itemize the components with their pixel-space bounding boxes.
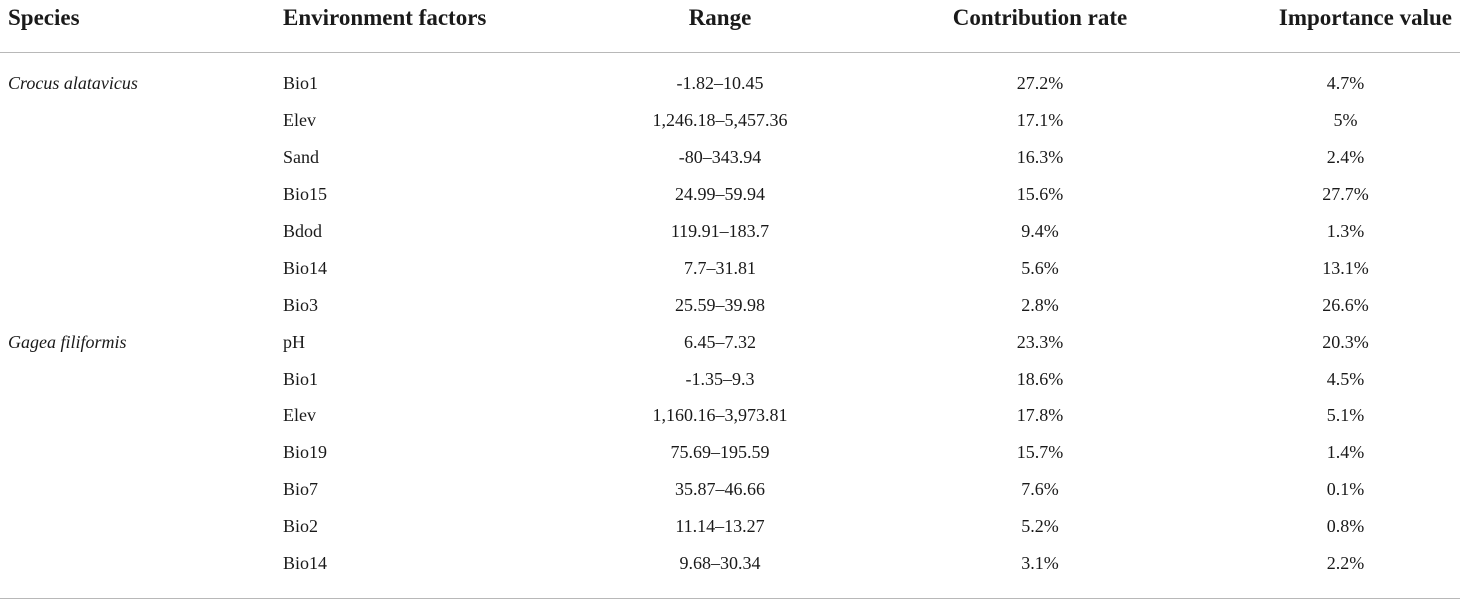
factor-cell: Bio7 <box>283 479 319 500</box>
importance-cell: 26.6% <box>1322 294 1369 315</box>
contribution-cell: 18.6% <box>1016 368 1064 389</box>
table-header: Species Environment factors Range Contri… <box>0 0 1460 53</box>
range-cell: 11.14–13.27 <box>675 516 765 537</box>
contribution-cell: 27.2% <box>1016 73 1064 94</box>
table-row: Gagea filiformis pH 6.45–7.32 23.3% 20.3… <box>0 323 1460 360</box>
factor-cell: Bdod <box>283 221 323 241</box>
species-cell-empty <box>0 434 275 471</box>
contribution-cell: 5.6% <box>1021 257 1059 278</box>
contribution-cell: 17.1% <box>1016 110 1064 131</box>
factor-cell: Sand <box>283 147 319 168</box>
species-cell-empty <box>0 102 275 139</box>
species-cell-empty <box>0 508 275 545</box>
contribution-cell: 9.4% <box>1021 221 1059 241</box>
table-row: Elev 1,160.16–3,973.81 17.8% 5.1% <box>0 397 1460 434</box>
importance-cell: 4.5% <box>1326 368 1365 389</box>
range-cell: -1.82–10.45 <box>676 73 764 94</box>
factor-cell: Bio14 <box>283 553 328 574</box>
table-row: Bio14 9.68–30.34 3.1% 2.2% <box>0 545 1460 582</box>
range-cell: 75.69–195.59 <box>670 442 770 463</box>
range-cell: 7.7–31.81 <box>684 257 756 278</box>
header-species: Species <box>0 0 275 53</box>
importance-cell: 5.1% <box>1326 405 1365 426</box>
table-row: Bio2 11.14–13.27 5.2% 0.8% <box>0 508 1460 545</box>
species-cell-empty <box>0 249 275 286</box>
table-row: Bio19 75.69–195.59 15.7% 1.4% <box>0 434 1460 471</box>
table-row: Bio7 35.87–46.66 7.6% 0.1% <box>0 471 1460 508</box>
table-row: Bio14 7.7–31.81 5.6% 13.1% <box>0 249 1460 286</box>
factor-cell: pH <box>283 331 305 352</box>
table-row: Sand -80–343.94 16.3% 2.4% <box>0 139 1460 176</box>
table-body: Crocus alatavicus Bio1 -1.82–10.45 27.2%… <box>0 53 1460 582</box>
range-cell: 1,160.16–3,973.81 <box>652 405 788 426</box>
species-cell-empty <box>0 213 275 250</box>
importance-cell: 2.2% <box>1326 553 1365 574</box>
factor-cell: Bio19 <box>283 442 328 463</box>
factor-cell: Elev <box>283 405 316 426</box>
importance-cell: 13.1% <box>1322 257 1369 278</box>
contribution-cell: 17.8% <box>1016 405 1064 426</box>
species-cell-empty <box>0 360 275 397</box>
range-cell: 24.99–59.94 <box>675 184 765 205</box>
contribution-cell: 15.7% <box>1016 442 1064 463</box>
importance-cell: 0.1% <box>1326 479 1365 500</box>
range-cell: 119.91–183.7 <box>670 221 770 241</box>
table-row: Elev 1,246.18–5,457.36 17.1% 5% <box>0 102 1460 139</box>
species-cell-empty <box>0 286 275 323</box>
species-cell-empty <box>0 397 275 434</box>
importance-cell: 27.7% <box>1322 184 1369 205</box>
factor-cell: Bio1 <box>283 73 319 94</box>
importance-cell: 5% <box>1333 110 1358 131</box>
species-cell-empty <box>0 545 275 582</box>
importance-cell: 1.3% <box>1326 221 1365 241</box>
header-environment-factors: Environment factors <box>275 0 555 53</box>
contribution-cell: 5.2% <box>1021 516 1059 537</box>
range-cell: 9.68–30.34 <box>679 553 761 574</box>
range-cell: 35.87–46.66 <box>675 479 765 500</box>
factor-cell: Bio2 <box>283 516 319 537</box>
table-row: Bdod 119.91–183.7 9.4% 1.3% <box>0 213 1460 250</box>
table-row: Crocus alatavicus Bio1 -1.82–10.45 27.2%… <box>0 53 1460 102</box>
range-cell: -1.35–9.3 <box>685 368 755 389</box>
range-cell: 25.59–39.98 <box>675 294 765 315</box>
table-row: Bio3 25.59–39.98 2.8% 26.6% <box>0 286 1460 323</box>
contribution-cell: 15.6% <box>1016 184 1064 205</box>
species-name: Crocus alatavicus <box>8 73 138 94</box>
species-name: Gagea filiformis <box>8 331 127 352</box>
range-cell: 1,246.18–5,457.36 <box>652 110 788 131</box>
importance-cell: 1.4% <box>1326 442 1365 463</box>
header-range: Range <box>555 0 885 53</box>
contribution-cell: 23.3% <box>1016 331 1064 352</box>
factor-cell: Bio1 <box>283 368 319 389</box>
environment-factors-table: Species Environment factors Range Contri… <box>0 0 1460 582</box>
header-importance-value: Importance value <box>1195 0 1460 53</box>
contribution-cell: 16.3% <box>1016 147 1064 168</box>
contribution-cell: 7.6% <box>1021 479 1059 500</box>
range-cell: -80–343.94 <box>678 147 762 168</box>
table-row: Bio15 24.99–59.94 15.6% 27.7% <box>0 176 1460 213</box>
species-cell-empty <box>0 176 275 213</box>
importance-cell: 0.8% <box>1326 516 1365 537</box>
table-row: Bio1 -1.35–9.3 18.6% 4.5% <box>0 360 1460 397</box>
factor-cell: Elev <box>283 110 316 131</box>
range-cell: 6.45–7.32 <box>684 331 756 352</box>
header-contribution-rate: Contribution rate <box>885 0 1195 53</box>
importance-cell: 2.4% <box>1326 147 1365 168</box>
factor-cell: Bio3 <box>283 294 319 315</box>
species-cell-empty <box>0 139 275 176</box>
importance-cell: 4.7% <box>1326 73 1365 94</box>
contribution-cell: 2.8% <box>1021 294 1059 315</box>
species-cell-empty <box>0 471 275 508</box>
factor-cell: Bio14 <box>283 257 328 278</box>
header-row: Species Environment factors Range Contri… <box>0 0 1460 53</box>
importance-cell: 20.3% <box>1322 331 1369 352</box>
contribution-cell: 3.1% <box>1021 553 1059 574</box>
table-bottom-rule <box>0 598 1460 599</box>
factor-cell: Bio15 <box>283 184 328 205</box>
